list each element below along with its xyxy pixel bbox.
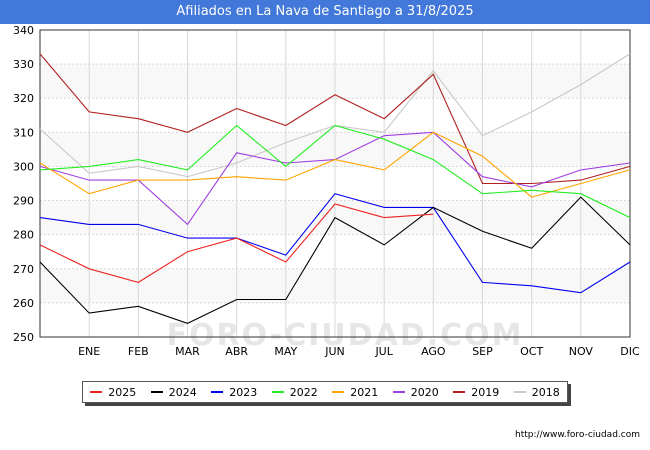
legend-item-2020: 2020 <box>392 385 439 399</box>
legend-swatch <box>271 391 284 393</box>
legend-item-2018: 2018 <box>513 385 560 399</box>
y-tick-label: 270 <box>13 263 34 276</box>
legend-swatch <box>90 391 103 393</box>
legend-item-2022: 2022 <box>271 385 318 399</box>
y-tick-label: 340 <box>13 24 34 37</box>
legend-item-2019: 2019 <box>453 386 499 399</box>
x-tick-label: SEP <box>472 345 493 358</box>
legend-item-2024: 2024 <box>150 385 197 399</box>
line-chart: 250 260 270 280 290 300 310 320 330 340 ENE FEB MAR A… <box>13 24 640 358</box>
legend-item-2025: 2025 <box>90 386 136 399</box>
series-line-2022 <box>39 124 631 219</box>
legend-label: 2018 <box>531 385 560 399</box>
series-line-2019 <box>39 53 631 185</box>
series-line-2024 <box>39 196 631 324</box>
legend-swatch <box>453 391 466 393</box>
plot-border <box>39 29 631 338</box>
x-tick-label: MAY <box>274 345 297 358</box>
x-tick-label: JUN <box>324 345 345 358</box>
legend-swatch <box>150 391 163 393</box>
y-tick-label: 250 <box>13 331 34 344</box>
legend-swatch <box>513 391 526 393</box>
legend-label: 2022 <box>289 385 318 399</box>
x-tick-label: OCT <box>520 345 543 358</box>
x-tick-label: ENE <box>78 345 100 358</box>
series-line-2023 <box>39 193 631 294</box>
chart-legend: 2025 2024 2023 2022 2021 2020 2019 2018 <box>82 381 568 403</box>
x-tick-label: JUL <box>374 345 393 358</box>
x-tick-label: FEB <box>128 345 149 358</box>
y-tick-label: 300 <box>13 160 34 173</box>
y-tick-label: 280 <box>13 229 34 242</box>
x-tick-label: ABR <box>225 345 248 358</box>
legend-label: 2020 <box>410 385 439 399</box>
watermark: FORO-CIUDAD.COM <box>167 318 524 353</box>
legend-swatch <box>211 391 224 393</box>
x-tick-label: NOV <box>569 345 594 358</box>
y-tick-label: 330 <box>13 58 34 71</box>
x-tick-label: MAR <box>175 345 200 358</box>
legend-swatch <box>392 391 405 393</box>
legend-swatch <box>332 391 345 393</box>
legend-item-2023: 2023 <box>211 386 257 399</box>
source-url[interactable]: http://www.foro-ciudad.com <box>515 430 640 440</box>
y-tick-label: 290 <box>13 195 34 208</box>
series-line-2025 <box>39 203 434 283</box>
legend-label: 2023 <box>229 385 258 399</box>
legend-label: 2024 <box>168 385 197 399</box>
x-tick-label: AGO <box>421 345 446 358</box>
series-line-2021 <box>39 131 631 198</box>
legend-item-2021: 2021 <box>332 386 378 399</box>
chart-title: Afiliados en La Nava de Santiago a 31/8/… <box>0 0 650 24</box>
x-tick-label: DIC <box>620 345 640 358</box>
y-tick-label: 320 <box>13 92 34 105</box>
y-tick-label: 310 <box>13 126 34 139</box>
legend-label: 2019 <box>471 385 500 399</box>
y-tick-label: 260 <box>13 297 34 310</box>
legend-label: 2025 <box>108 385 137 399</box>
legend-label: 2021 <box>350 385 379 399</box>
